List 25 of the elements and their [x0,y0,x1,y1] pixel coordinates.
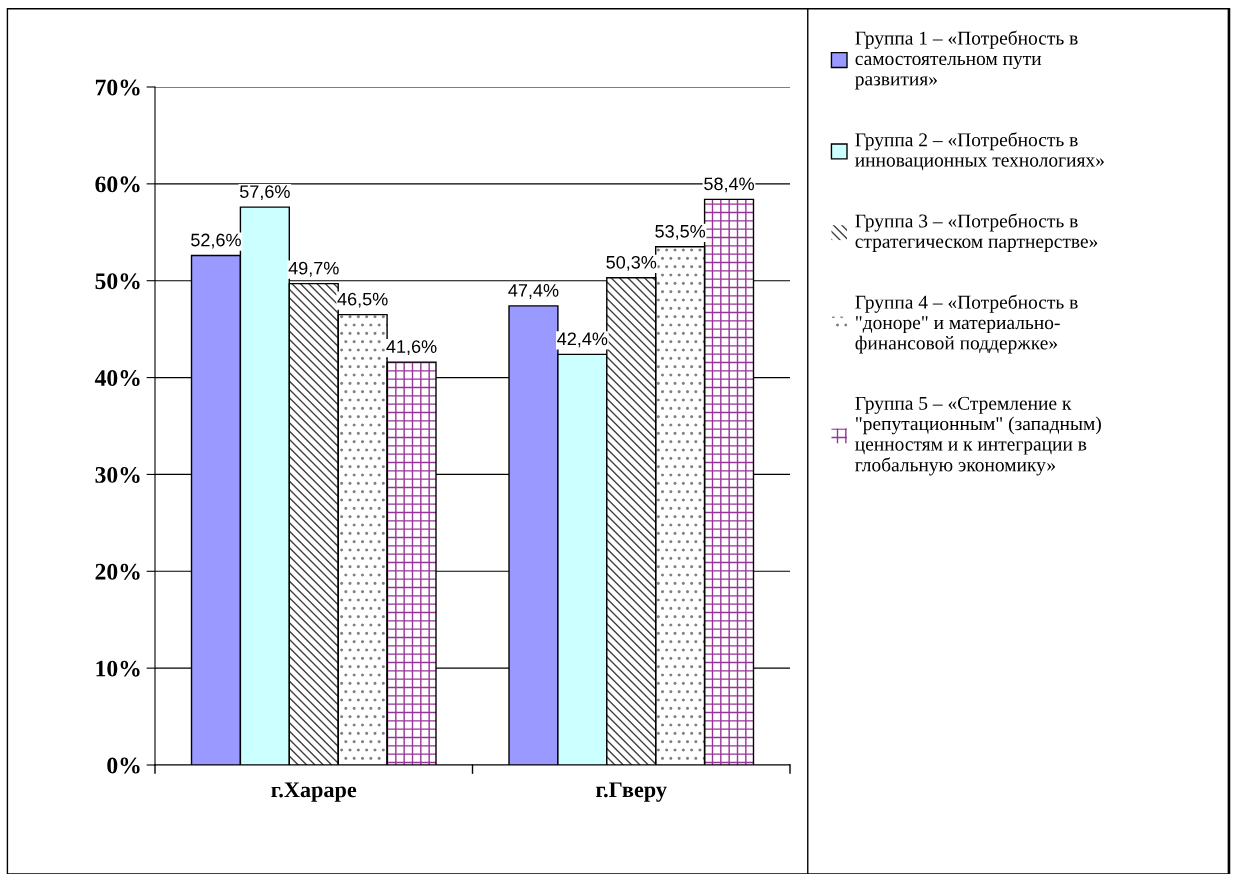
y-tick-label: 30% [95,466,140,483]
legend-label: Группа 4 – «Потребность в "доноре" и материально- финансовой поддержке» [855,294,1078,354]
legend-label: Группа 2 – «Потребность в инновационных технологиях» [855,132,1104,171]
data-label: 42,4% [557,332,608,348]
data-label: 53,5% [655,224,706,240]
data-label: 46,5% [337,292,388,308]
data-label: 49,7% [288,261,339,277]
y-tick-label: 60% [95,176,140,193]
data-label: 58,4% [704,177,754,193]
y-tick-label: 40% [94,370,140,387]
data-label: 50,3% [606,255,657,271]
legend-label: Группа 5 – «Стремление к "репутационным" (западным) ценностям и к интеграции в глобальную экономику» [855,396,1101,476]
y-tick-label: 50% [95,273,140,290]
x-tick-label: г.Хараре [271,782,357,802]
data-label: 41,6% [386,340,437,356]
legend-label: Группа 3 – «Потребность в стратегическом партнерстве» [855,213,1098,252]
data-label: 47,4% [508,284,559,299]
y-tick-label: 70% [95,79,140,96]
data-label: 57,6% [239,185,290,201]
data-label: 52,6% [191,233,241,249]
y-tick-label: 20% [95,563,140,580]
legend-label: Группа 1 – «Потребность в самостоятельном пути развития» [855,30,1078,90]
y-tick-label: 0% [107,757,140,774]
x-tick-label: г.Гверу [596,782,667,802]
y-tick-label: 10% [96,660,140,677]
